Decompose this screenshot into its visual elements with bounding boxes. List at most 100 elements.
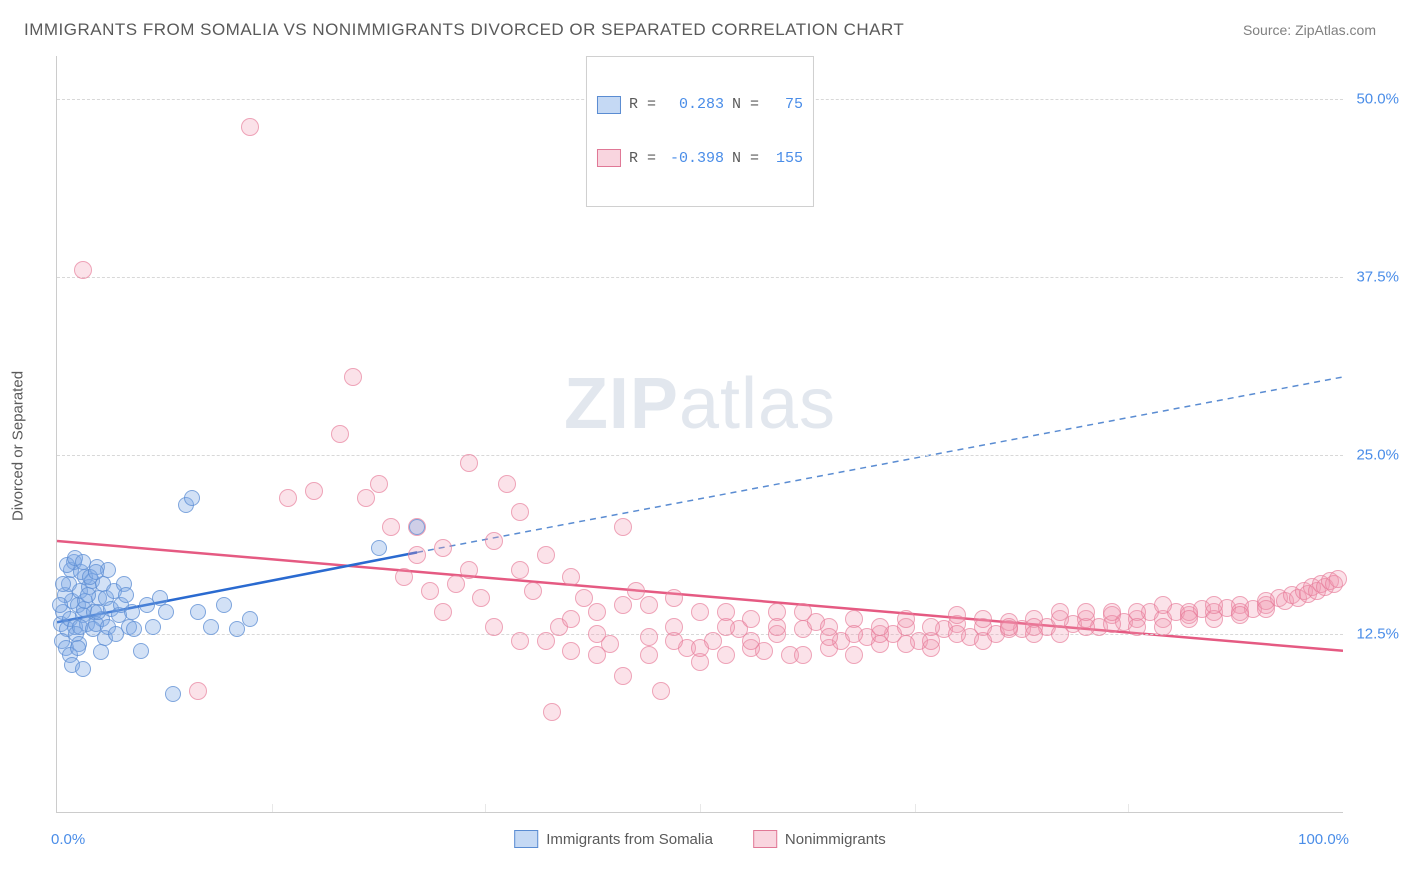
scatter-point xyxy=(1231,606,1249,624)
source-label: Source: xyxy=(1243,22,1291,38)
scatter-point xyxy=(640,596,658,614)
swatch-blue-icon xyxy=(597,96,621,114)
scatter-point xyxy=(395,568,413,586)
scatter-point xyxy=(1025,625,1043,643)
scatter-point xyxy=(948,606,966,624)
scatter-point xyxy=(922,618,940,636)
scatter-point xyxy=(434,603,452,621)
scatter-point xyxy=(1154,618,1172,636)
r-label: R = xyxy=(629,95,656,115)
scatter-point xyxy=(80,587,96,603)
gridline-h xyxy=(57,634,1343,635)
watermark-part2: atlas xyxy=(679,364,836,444)
scatter-point xyxy=(158,604,174,620)
scatter-point xyxy=(640,628,658,646)
gridline-v xyxy=(1128,804,1129,812)
scatter-point xyxy=(691,603,709,621)
n-value-pink: 155 xyxy=(767,149,803,169)
scatter-point xyxy=(794,646,812,664)
scatter-point xyxy=(665,589,683,607)
gridline-v xyxy=(915,804,916,812)
scatter-point xyxy=(562,568,580,586)
n-label: N = xyxy=(732,149,759,169)
scatter-point xyxy=(344,368,362,386)
chart-title: IMMIGRANTS FROM SOMALIA VS NONIMMIGRANTS… xyxy=(24,20,904,40)
x-tick-label: 0.0% xyxy=(51,831,85,848)
y-axis-label: Divorced or Separated xyxy=(10,371,27,521)
scatter-point xyxy=(1154,596,1172,614)
source-link[interactable]: ZipAtlas.com xyxy=(1295,22,1376,38)
scatter-point xyxy=(93,644,109,660)
scatter-point xyxy=(742,610,760,628)
scatter-point xyxy=(357,489,375,507)
scatter-point xyxy=(74,261,92,279)
scatter-point xyxy=(498,475,516,493)
scatter-point xyxy=(820,628,838,646)
scatter-point xyxy=(511,503,529,521)
scatter-point xyxy=(1103,603,1121,621)
legend-stats-box: R = 0.283 N = 75 R = -0.398 N = 155 xyxy=(586,56,814,207)
scatter-point xyxy=(845,625,863,643)
scatter-point xyxy=(485,618,503,636)
scatter-point xyxy=(145,619,161,635)
scatter-point xyxy=(543,703,561,721)
scatter-point xyxy=(70,640,86,656)
scatter-point xyxy=(447,575,465,593)
scatter-point xyxy=(1205,596,1223,614)
scatter-point xyxy=(897,635,915,653)
scatter-point xyxy=(241,118,259,136)
scatter-point xyxy=(485,532,503,550)
scatter-point xyxy=(1077,603,1095,621)
scatter-point xyxy=(421,582,439,600)
gridline-h xyxy=(57,277,1343,278)
scatter-point xyxy=(331,425,349,443)
gridline-v xyxy=(272,804,273,812)
scatter-point xyxy=(614,596,632,614)
source-attribution: Source: ZipAtlas.com xyxy=(1243,22,1376,38)
swatch-pink-icon xyxy=(597,149,621,167)
scatter-point xyxy=(652,682,670,700)
y-tick-label: 25.0% xyxy=(1349,447,1399,464)
scatter-point xyxy=(75,661,91,677)
legend-item-blue: Immigrants from Somalia xyxy=(514,830,713,848)
scatter-point xyxy=(124,604,140,620)
y-tick-label: 37.5% xyxy=(1349,269,1399,286)
scatter-point xyxy=(434,539,452,557)
scatter-point xyxy=(871,618,889,636)
scatter-point xyxy=(1000,618,1018,636)
legend-bottom: Immigrants from Somalia Nonimmigrants xyxy=(514,830,886,848)
r-value-pink: -0.398 xyxy=(664,149,724,169)
scatter-point xyxy=(203,619,219,635)
scatter-point xyxy=(371,540,387,556)
scatter-point xyxy=(742,632,760,650)
gridline-v xyxy=(700,804,701,812)
scatter-point xyxy=(88,564,104,580)
scatter-point xyxy=(614,518,632,536)
scatter-point xyxy=(165,686,181,702)
scatter-point xyxy=(717,646,735,664)
gridline-h xyxy=(57,455,1343,456)
scatter-point xyxy=(524,582,542,600)
scatter-point xyxy=(717,603,735,621)
scatter-point xyxy=(588,646,606,664)
scatter-point xyxy=(1051,603,1069,621)
scatter-point xyxy=(133,643,149,659)
watermark: ZIPatlas xyxy=(564,363,836,445)
n-label: N = xyxy=(732,95,759,115)
scatter-point xyxy=(52,597,68,613)
legend-stats-row-blue: R = 0.283 N = 75 xyxy=(597,95,803,115)
trend-line xyxy=(417,377,1343,552)
scatter-point xyxy=(55,576,71,592)
scatter-point xyxy=(537,632,555,650)
scatter-point xyxy=(1257,600,1275,618)
scatter-point xyxy=(794,603,812,621)
scatter-point xyxy=(511,632,529,650)
r-label: R = xyxy=(629,149,656,169)
scatter-point xyxy=(189,682,207,700)
scatter-point xyxy=(242,611,258,627)
scatter-point xyxy=(184,490,200,506)
scatter-point xyxy=(472,589,490,607)
scatter-point xyxy=(640,646,658,664)
x-tick-label: 100.0% xyxy=(1298,831,1349,848)
scatter-point xyxy=(511,561,529,579)
